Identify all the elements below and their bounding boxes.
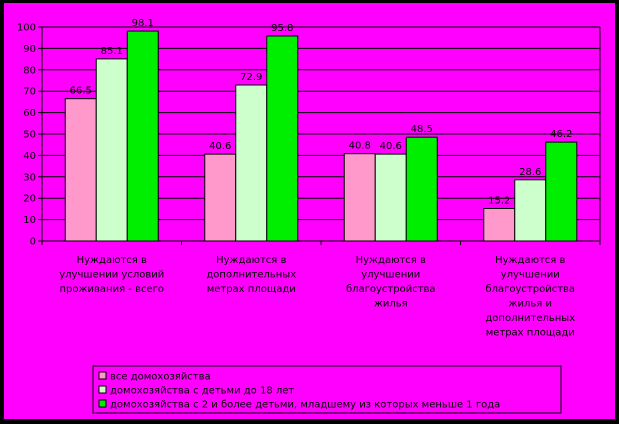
legend: все домохозяйства домохозяйства с детьми … <box>92 365 562 414</box>
data-label: 46.2 <box>550 129 572 140</box>
category-label: Нуждаются в <box>356 255 426 266</box>
y-tick-label: 50 <box>23 130 36 141</box>
legend-entry-label: домохозяйства с детьми до 18 лет <box>110 386 294 397</box>
category-label: благоустройства <box>485 284 575 295</box>
data-label: 40.6 <box>209 141 231 152</box>
data-label: 98.1 <box>132 18 154 29</box>
legend-entry-label: домохозяйства с 2 и более детьми, младше… <box>110 400 500 411</box>
bar <box>64 98 97 242</box>
data-label: 40.6 <box>380 141 402 152</box>
category-label: улучшении <box>361 270 420 281</box>
category-label: Нуждаются в <box>495 255 565 266</box>
data-label: 40.8 <box>349 141 371 152</box>
data-label: 28.6 <box>519 167 541 178</box>
y-tick-label: 0 <box>30 237 36 248</box>
legend-entry-label: все домохозяйства <box>110 372 211 383</box>
bar <box>343 153 376 242</box>
legend-swatch <box>98 371 107 380</box>
bar <box>405 136 438 242</box>
data-label: 48.5 <box>411 124 433 135</box>
category-label: Нуждаются в <box>216 255 286 266</box>
bar <box>266 35 299 242</box>
legend-box <box>92 365 562 414</box>
category-label: жилья <box>374 299 408 310</box>
bar <box>95 58 128 242</box>
category-label: улучшении условий <box>59 270 164 281</box>
y-tick-label: 60 <box>23 108 36 119</box>
category-label: проживания - всего <box>60 284 164 295</box>
data-label: 95.8 <box>271 23 293 34</box>
y-tick-label: 90 <box>23 44 36 55</box>
y-tick-labels: 0 10 20 30 40 50 60 70 80 90 100 <box>17 23 42 248</box>
category-labels: Нуждаются в улучшении условий проживания -… <box>41 241 601 339</box>
category-label: метрах площади <box>486 328 575 339</box>
legend-swatch <box>98 399 107 408</box>
y-tick-label: 70 <box>23 87 36 98</box>
data-labels: 66.5 85.1 98.1 40.6 72.9 95.8 40.8 40.6 48.5 15.2… <box>70 18 573 206</box>
data-label: 66.5 <box>70 86 92 97</box>
category-label: дополнительных <box>206 270 296 281</box>
bar <box>126 30 159 242</box>
category-label: улучшении <box>501 270 560 281</box>
bar <box>545 141 578 242</box>
y-tick-label: 30 <box>23 172 36 183</box>
category-label: дополнительных <box>485 313 575 324</box>
y-tick-label: 20 <box>23 194 36 205</box>
bars <box>64 30 578 242</box>
category-label: благоустройства <box>346 284 436 295</box>
bar <box>374 153 407 242</box>
legend-swatch <box>98 385 107 394</box>
bar <box>483 207 516 242</box>
data-label: 15.2 <box>488 195 510 206</box>
y-tick-label: 40 <box>23 151 36 162</box>
y-tick-label: 80 <box>23 65 36 76</box>
bar <box>204 153 237 242</box>
category-label: Нуждаются в <box>77 255 147 266</box>
category-label: метрах площади <box>207 284 296 295</box>
y-tick-label: 100 <box>17 23 36 34</box>
bar <box>514 179 547 242</box>
category-label: жилья и <box>509 299 553 310</box>
bar <box>235 84 268 242</box>
y-tick-label: 10 <box>23 215 36 226</box>
data-label: 72.9 <box>240 72 262 83</box>
data-label: 85.1 <box>101 46 123 57</box>
